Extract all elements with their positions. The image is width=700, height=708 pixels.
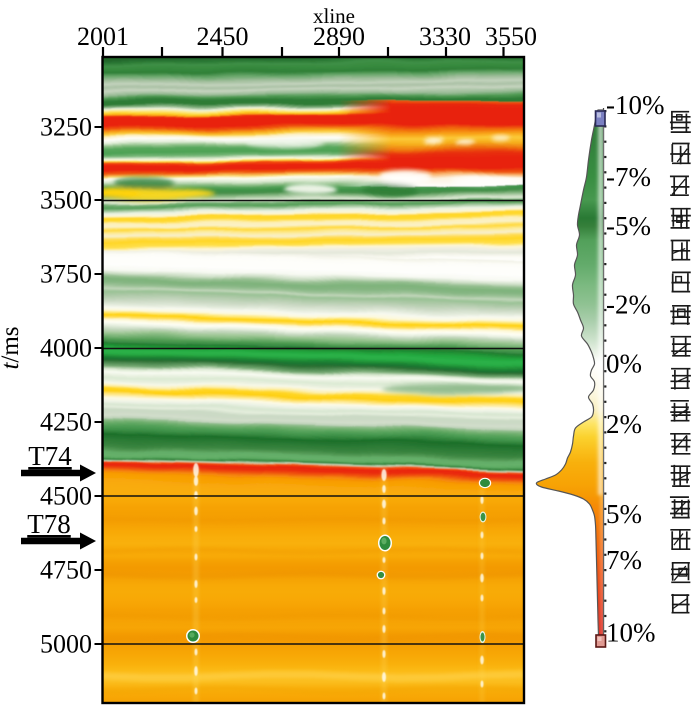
svg-text:t/ms: t/ms [0,326,24,369]
svg-text:5%: 5% [606,499,642,529]
svg-text:0%: 0% [606,349,642,379]
svg-text:7%: 7% [606,545,642,575]
svg-text:4500: 4500 [40,482,92,511]
svg-text:3500: 3500 [40,186,92,215]
svg-text:T74: T74 [28,441,72,471]
svg-text:5000: 5000 [40,630,92,659]
svg-text:4000: 4000 [40,334,92,363]
svg-text:xline: xline [313,4,355,28]
svg-text:-10%: -10% [606,90,664,120]
svg-text:10%: 10% [606,618,656,648]
svg-text:T78: T78 [27,509,71,539]
svg-text:3250: 3250 [40,113,92,142]
svg-text:3750: 3750 [40,260,92,289]
svg-text:2001: 2001 [77,22,129,51]
svg-text:3550: 3550 [485,22,537,51]
svg-text:2%: 2% [606,409,642,439]
svg-text:2890: 2890 [313,22,365,51]
svg-text:2450: 2450 [197,22,249,51]
svg-text:-2%: -2% [606,290,651,320]
svg-text:4750: 4750 [40,556,92,585]
svg-text:4250: 4250 [40,408,92,437]
svg-text:-7%: -7% [606,162,651,192]
svg-text:3330: 3330 [419,22,471,51]
svg-text:-5%: -5% [606,211,651,241]
